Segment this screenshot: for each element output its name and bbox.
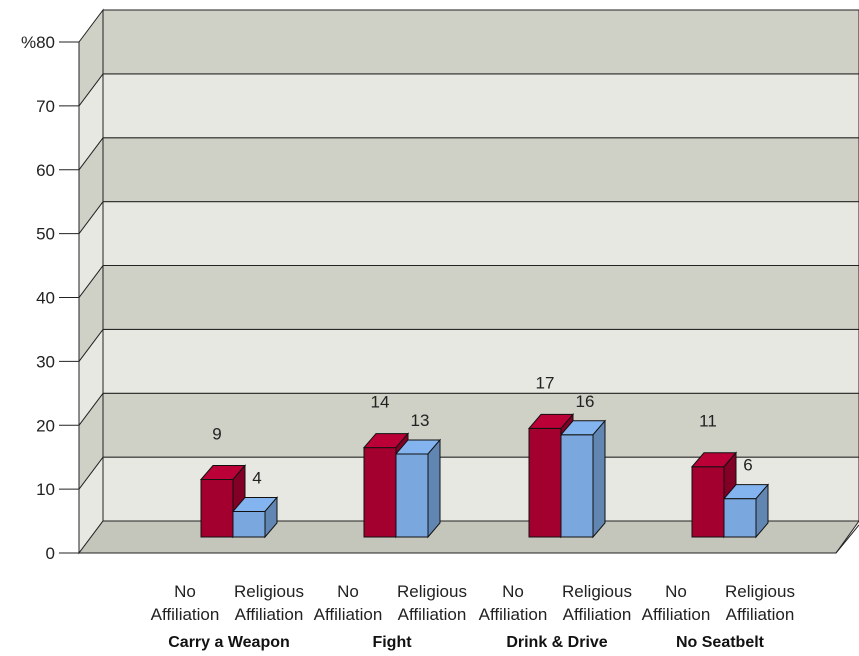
- bar-no-affiliation: [200, 479, 234, 538]
- x-axis: No Affiliation Religious Affiliation Carry a…: [151, 582, 795, 651]
- bars: [199, 413, 770, 539]
- data-label: 4: [252, 468, 261, 487]
- y-axis: 0 10 20 30 40 50 60 70 %80: [21, 33, 80, 563]
- bar-side: [264, 496, 278, 539]
- wall-band: [102, 137, 859, 203]
- y-tick-label: 0: [46, 544, 55, 563]
- x-group-label: Carry a Weapon: [168, 634, 290, 651]
- bar-religious-affiliation: [723, 498, 757, 538]
- data-label: 17: [536, 373, 555, 392]
- chart-walls: [78, 8, 859, 555]
- bar-religious-affiliation: [560, 434, 594, 538]
- wall-band: [102, 73, 859, 139]
- wall-band: [102, 392, 859, 458]
- bar-side: [592, 419, 606, 539]
- bar-religious-affiliation: [395, 453, 429, 538]
- x-sub-label: No: [337, 582, 359, 601]
- wall-band: [102, 201, 859, 266]
- data-label: 11: [699, 412, 717, 431]
- x-sub-label: Affiliation: [479, 605, 548, 624]
- x-sub-label: No: [174, 582, 196, 601]
- y-tick-label: 40: [36, 289, 55, 308]
- bar-no-affiliation: [691, 466, 725, 538]
- y-tick-label: 30: [36, 352, 55, 371]
- data-label: 13: [411, 411, 430, 430]
- x-sub-label: Affiliation: [398, 605, 467, 624]
- data-label: 14: [371, 393, 390, 412]
- bar-side: [755, 483, 769, 539]
- x-sub-label: No: [502, 582, 524, 601]
- x-sub-label: Affiliation: [726, 605, 795, 624]
- x-sub-label: No: [665, 582, 687, 601]
- wall-band: [102, 9, 859, 75]
- wall-band: [102, 328, 859, 394]
- data-label: 6: [743, 456, 752, 475]
- chart-floor: [78, 520, 859, 554]
- x-group-label: Fight: [372, 634, 412, 651]
- x-sub-label: Religious: [234, 582, 304, 601]
- value-labels: 9 4 14 13 17 16 11 6: [212, 373, 752, 487]
- x-group-label: No Seatbelt: [676, 634, 765, 651]
- y-tick-label: 70: [36, 97, 55, 116]
- x-sub-label: Religious: [397, 582, 467, 601]
- wall-band: [102, 265, 859, 330]
- floor-edge: [835, 524, 859, 554]
- y-tick-label: %80: [21, 33, 55, 52]
- bar-no-affiliation: [363, 447, 397, 538]
- data-label: 9: [212, 425, 221, 444]
- x-sub-label: Religious: [725, 582, 795, 601]
- x-group-label: Drink & Drive: [506, 634, 607, 651]
- x-sub-label: Religious: [562, 582, 632, 601]
- x-sub-label: Affiliation: [314, 605, 383, 624]
- y-tick-label: 10: [36, 480, 55, 499]
- data-label: 16: [576, 392, 595, 411]
- bar-side: [427, 438, 441, 539]
- y-tick-label: 60: [36, 161, 55, 180]
- y-tick-label: 20: [36, 416, 55, 435]
- bar-religious-affiliation: [232, 510, 266, 538]
- x-sub-label: Affiliation: [235, 605, 304, 624]
- x-sub-label: Affiliation: [151, 605, 220, 624]
- bar-no-affiliation: [528, 427, 562, 538]
- x-sub-label: Affiliation: [563, 605, 632, 624]
- y-tick-label: 50: [36, 225, 55, 244]
- x-sub-label: Affiliation: [642, 605, 711, 624]
